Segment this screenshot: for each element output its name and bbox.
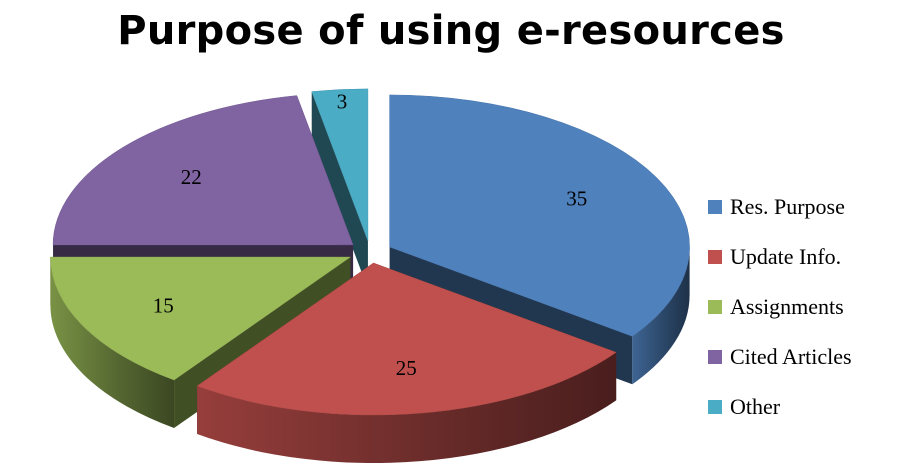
chart-title: Purpose of using e-resources	[117, 8, 785, 54]
data-label-res-purpose: 35	[566, 187, 587, 211]
legend-swatch	[708, 350, 722, 364]
legend-item-res-purpose: Res. Purpose	[708, 182, 852, 232]
legend-label: Res. Purpose	[730, 194, 845, 219]
chart-legend: Res. Purpose Update Info. Assignments Cited…	[708, 182, 852, 432]
legend-swatch	[708, 200, 722, 214]
data-label-other: 3	[337, 90, 348, 114]
legend-swatch	[708, 300, 722, 314]
pie-slice-other	[311, 88, 369, 289]
legend-swatch	[708, 400, 722, 414]
data-label-cited-articles: 22	[181, 165, 202, 189]
legend-label: Cited Articles	[730, 344, 852, 369]
legend-label: Assignments	[730, 294, 844, 319]
pie-slice-update-info	[196, 262, 617, 464]
legend-item-other: Other	[708, 382, 852, 432]
legend-label: Update Info.	[730, 244, 842, 269]
legend-label: Other	[730, 394, 781, 419]
legend-item-cited-articles: Cited Articles	[708, 332, 852, 382]
data-label-assignments: 15	[153, 293, 174, 317]
data-label-update-info: 25	[396, 356, 417, 380]
legend-swatch	[708, 250, 722, 264]
legend-item-update-info: Update Info.	[708, 232, 852, 282]
legend-item-assignments: Assignments	[708, 282, 852, 332]
